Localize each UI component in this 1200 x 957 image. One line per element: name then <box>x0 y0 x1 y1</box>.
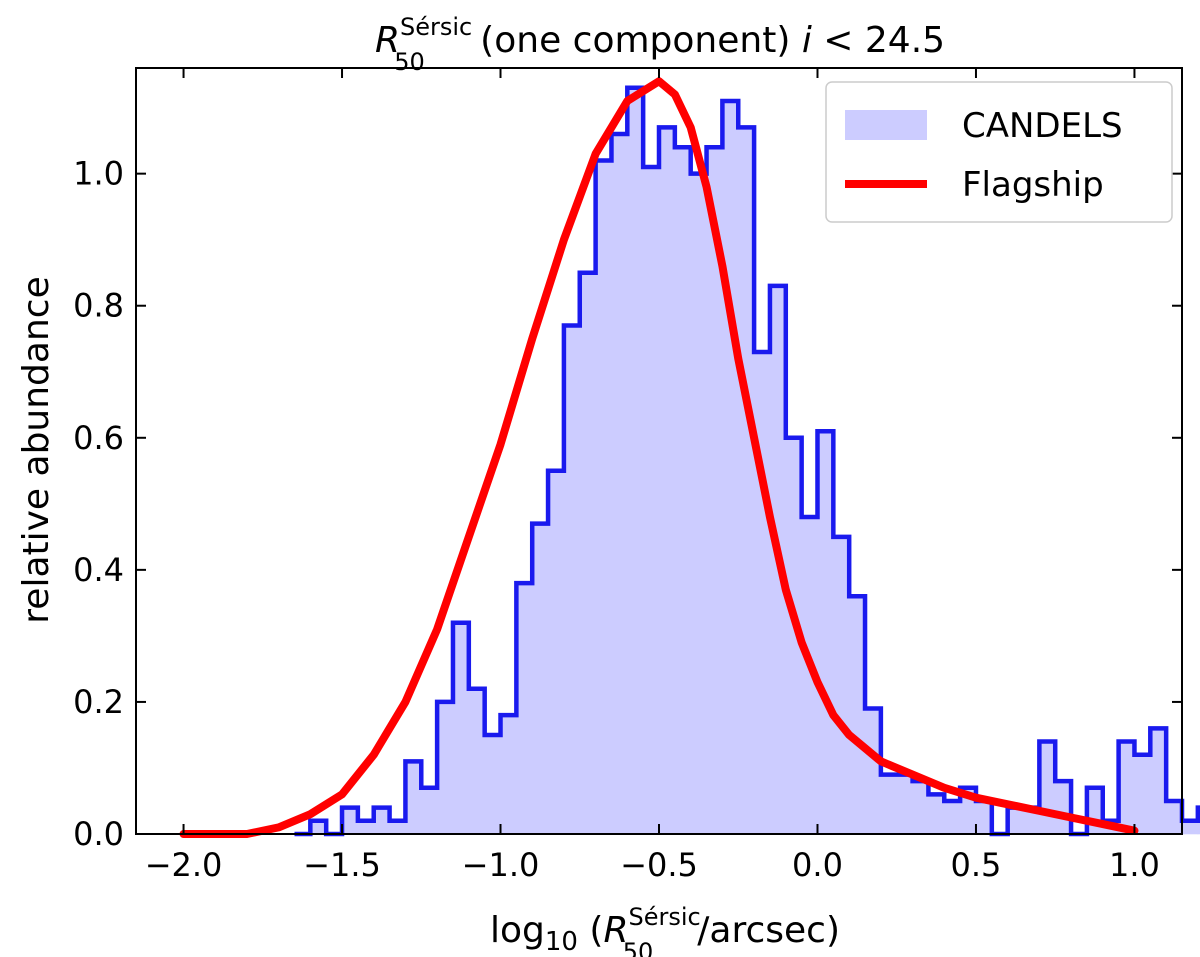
title-middle: (one component) <box>469 20 802 61</box>
histogram-bar <box>690 173 707 835</box>
histogram-bar <box>341 807 359 835</box>
title-condition: < 24.5 <box>812 20 945 61</box>
histogram-bar <box>880 774 898 835</box>
x-tick-label: 0.0 <box>792 846 843 884</box>
histogram-bar <box>405 761 422 835</box>
histogram-bar <box>516 582 533 835</box>
y-tick-label: 0.0 <box>73 815 124 853</box>
histogram-bar <box>896 774 913 835</box>
line-layer <box>179 77 1139 838</box>
xlabel-log-subscript: 10 <box>545 927 578 957</box>
x-tick-label: 1.0 <box>1109 846 1160 884</box>
x-tick-label: −1.0 <box>462 846 540 884</box>
histogram-bar <box>817 430 834 835</box>
histogram-bar <box>737 127 755 835</box>
xlabel-subscript: 50 <box>623 938 654 957</box>
xlabel-log: log <box>490 910 545 951</box>
histogram-bar <box>627 87 644 835</box>
x-tick-label: −1.5 <box>303 846 381 884</box>
xlabel-superscript: Sérsic <box>628 903 700 931</box>
x-tick-label: 0.5 <box>951 846 1002 884</box>
histogram-bar <box>547 470 565 835</box>
histogram-bar <box>864 708 882 835</box>
title-var: i <box>802 20 812 61</box>
xlabel-close: /arcsec) <box>697 910 840 951</box>
histogram-bar <box>420 787 438 835</box>
y-tick-label: 0.6 <box>73 419 124 457</box>
xlabel-open: ( <box>578 910 604 951</box>
histogram-bar <box>1150 728 1167 835</box>
histogram-bar <box>373 807 390 835</box>
histogram-bar <box>833 536 850 835</box>
histogram-bar <box>658 127 676 835</box>
histogram-bar <box>1165 800 1183 835</box>
histogram-bar <box>722 100 739 835</box>
histogram-bar <box>563 325 581 835</box>
title-subscript: 50 <box>394 48 425 76</box>
legend-swatch-candels <box>845 110 927 140</box>
histogram-bar <box>848 595 866 835</box>
histogram-bar <box>484 734 501 835</box>
histogram-bar <box>611 133 628 835</box>
title-symbol: R <box>375 20 400 61</box>
histogram-bar <box>975 800 993 835</box>
xlabel-symbol: R <box>603 910 628 951</box>
y-tick-label: 1.0 <box>73 155 124 193</box>
histogram-bar <box>595 160 612 835</box>
histogram-bar <box>1054 780 1072 835</box>
y-tick-label: 0.8 <box>73 287 124 325</box>
histogram-bar <box>928 794 945 835</box>
axes-layer: −2.0 −1.5 −1.0 −0.5 0.0 0.5 1.0 0.0 0.2 0.4 0.6 0.8… <box>73 67 1183 884</box>
histogram-bar <box>1039 741 1056 835</box>
legend-label-candels: CANDELS <box>962 106 1123 146</box>
histogram-bar <box>642 166 660 835</box>
legend: CANDELS Flagship <box>825 81 1173 223</box>
title-superscript: Sérsic <box>400 13 472 41</box>
histogram-step-outline <box>294 85 1200 837</box>
histogram-bar <box>500 714 517 835</box>
x-tick-label: −2.0 <box>145 846 223 884</box>
histogram-bar <box>912 780 929 835</box>
histogram-bar <box>1134 754 1151 835</box>
histogram-bar <box>943 800 961 835</box>
histogram-bar <box>468 688 485 835</box>
x-axis-label: log10 (RSérsic 50/arcsec) <box>490 903 840 957</box>
legend-label-flagship: Flagship <box>962 165 1104 205</box>
x-tick-label: −0.5 <box>620 846 698 884</box>
histogram-bar <box>452 622 470 835</box>
y-axis-label: relative abundance <box>16 276 57 623</box>
histogram-bar <box>531 523 549 835</box>
histogram-bar <box>579 272 596 835</box>
y-tick-label: 0.2 <box>73 683 124 721</box>
histogram-bar <box>1118 741 1135 835</box>
flagship-line <box>179 77 1139 838</box>
y-tick-label: 0.4 <box>73 551 124 589</box>
chart-title: RSérsic 50 (one component) i < 24.5 <box>375 13 945 76</box>
histogram-bar <box>1007 807 1024 835</box>
histogram-bar <box>674 146 691 835</box>
histogram-bar <box>753 351 771 835</box>
histogram-bar <box>436 701 454 835</box>
